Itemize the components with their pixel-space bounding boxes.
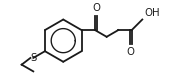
Text: O: O [127, 47, 135, 57]
Text: O: O [92, 3, 100, 13]
Text: S: S [30, 53, 36, 63]
Text: OH: OH [144, 8, 160, 18]
